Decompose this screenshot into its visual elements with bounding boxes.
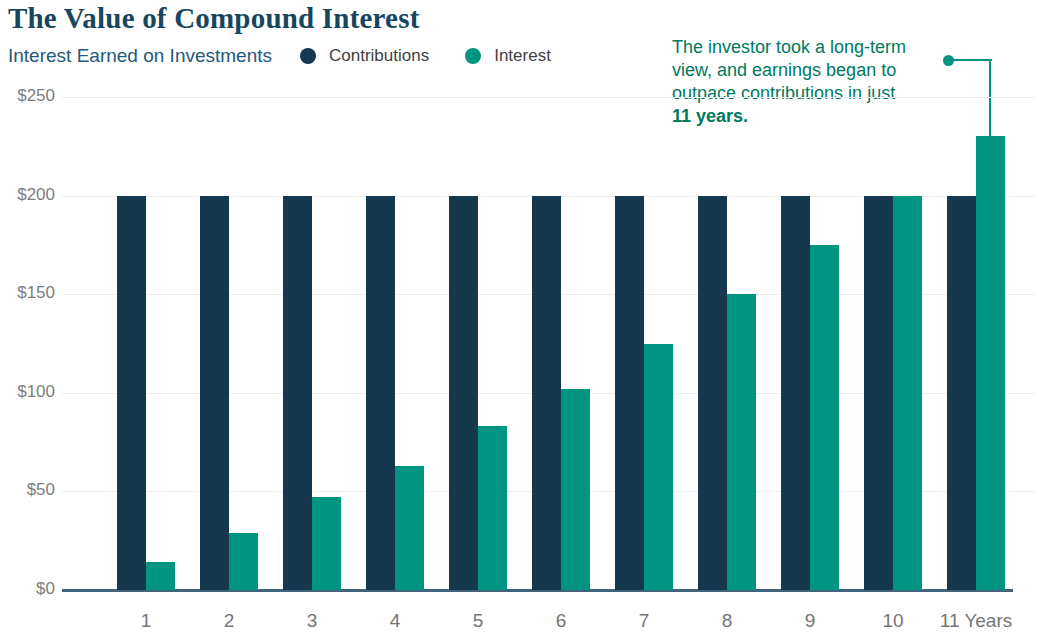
interest-bar	[229, 533, 258, 590]
interest-bar	[727, 294, 756, 590]
interest-bar	[478, 426, 507, 590]
y-tick-label: $50	[3, 480, 55, 500]
contributions-bar	[615, 196, 644, 590]
interest-bar	[561, 389, 590, 590]
grid-line	[62, 97, 1035, 98]
contributions-bar	[449, 196, 478, 590]
y-tick-label: $250	[3, 86, 55, 106]
y-tick-label: $150	[3, 283, 55, 303]
contributions-bar	[200, 196, 229, 590]
interest-bar	[893, 196, 922, 590]
contributions-bar	[864, 196, 893, 590]
bar-chart: $0$50$100$150$200$250 1234567891011 Year…	[0, 0, 1039, 641]
contributions-bar	[532, 196, 561, 590]
interest-bar	[644, 344, 673, 591]
y-tick-label: $200	[3, 185, 55, 205]
contributions-bar	[781, 196, 810, 590]
x-tick-label: 11 Years	[926, 610, 1026, 632]
y-tick-label: $100	[3, 382, 55, 402]
interest-bar	[146, 562, 175, 590]
interest-bar	[810, 245, 839, 590]
contributions-bar	[117, 196, 146, 590]
contributions-bar	[366, 196, 395, 590]
interest-bar	[312, 497, 341, 590]
interest-bar	[976, 136, 1005, 590]
contributions-bar	[283, 196, 312, 590]
contributions-bar	[947, 196, 976, 590]
y-tick-label: $0	[3, 579, 55, 599]
interest-bar	[395, 466, 424, 590]
contributions-bar	[698, 196, 727, 590]
